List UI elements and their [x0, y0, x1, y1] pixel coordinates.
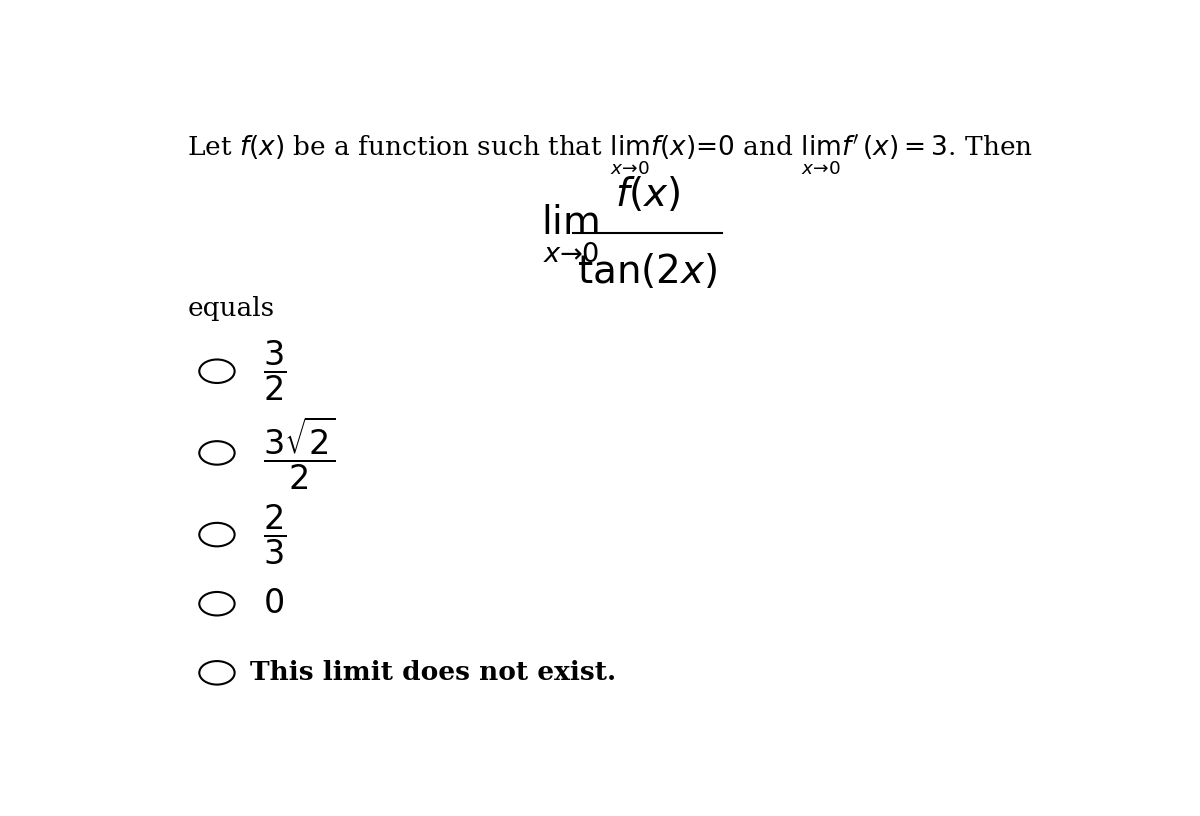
- Text: $\dfrac{3\sqrt{2}}{2}$: $\dfrac{3\sqrt{2}}{2}$: [264, 415, 336, 491]
- Text: equals: equals: [187, 296, 275, 321]
- Text: $\lim_{x \to 0}$: $\lim_{x \to 0}$: [540, 202, 599, 264]
- Text: $0$: $0$: [264, 588, 284, 620]
- Text: $f(x)$: $f(x)$: [614, 175, 680, 214]
- Text: $\dfrac{2}{3}$: $\dfrac{2}{3}$: [264, 503, 287, 567]
- Text: $\dfrac{3}{2}$: $\dfrac{3}{2}$: [264, 339, 287, 403]
- Text: Let $f(x)$ be a function such that $\lim_{x \to 0} f(x) = 0$ and $\lim_{x \to 0}: Let $f(x)$ be a function such that $\lim…: [187, 132, 1033, 177]
- Text: $\tan(2x)$: $\tan(2x)$: [577, 252, 718, 290]
- Text: This limit does not exist.: This limit does not exist.: [251, 660, 617, 685]
